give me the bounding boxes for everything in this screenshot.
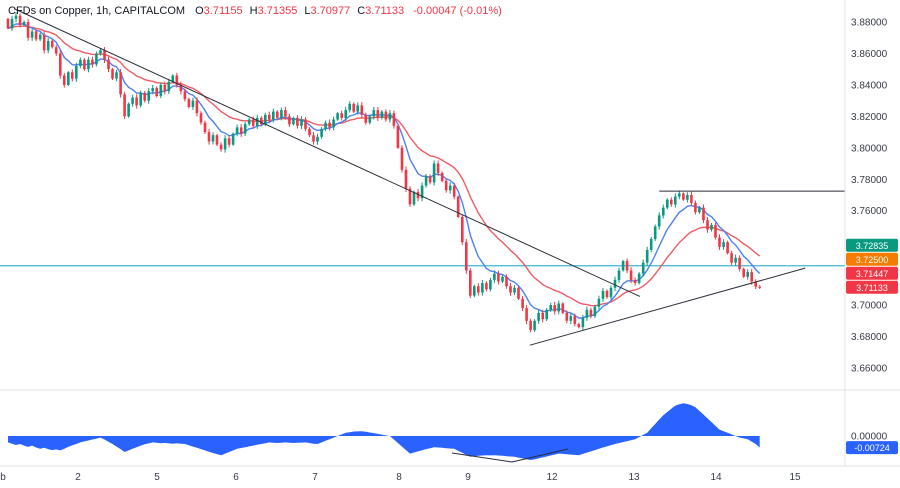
- oscillator-trendline[interactable]: [511, 448, 569, 463]
- price-axis-label: 3.76000: [851, 206, 888, 217]
- low-label: L: [304, 5, 311, 17]
- time-axis-label: 12: [546, 472, 558, 483]
- time-axis-label: 6: [233, 472, 239, 483]
- price-axis-label: 3.84000: [851, 80, 888, 91]
- descending-trendline[interactable]: [13, 8, 641, 297]
- price-change: -0.00047 (-0.01%): [413, 5, 502, 17]
- oscillator-trendline[interactable]: [451, 452, 513, 463]
- level-price-badge[interactable]: [846, 266, 898, 280]
- open-value: 3.71155: [203, 5, 243, 17]
- low-value: 3.70977: [310, 5, 351, 17]
- alert-price-badge[interactable]: [846, 252, 898, 266]
- level-price-badge-text: 3.71447: [856, 269, 889, 279]
- price-axis-label: 3.88000: [851, 18, 888, 29]
- indicator-value-badge-text: -0.00724: [854, 443, 890, 453]
- time-axis-label: 8: [396, 472, 402, 483]
- ascending-trendline[interactable]: [529, 267, 806, 346]
- open-label: O: [195, 5, 204, 17]
- time-axis-label: 7: [312, 472, 318, 483]
- close-value: 3.71133: [365, 5, 405, 17]
- close-label: C: [357, 5, 366, 17]
- price-axis-label: 3.86000: [851, 49, 888, 60]
- time-axis-label: 13: [628, 472, 640, 483]
- candlestick-series: [6, 12, 761, 333]
- time-axis-label: 14: [710, 472, 722, 483]
- price-axis-label: 3.70000: [851, 301, 888, 312]
- price-axis-label: 3.68000: [851, 332, 888, 343]
- indicator-zero-label: 0.00000: [851, 432, 888, 443]
- time-axis-label: b: [0, 472, 6, 483]
- high-label: H: [249, 5, 258, 17]
- price-axis-label: 3.82000: [851, 112, 888, 123]
- symbol-info-bar: CFDs on Copper, 1h, CAPITALCOM O3.71155 …: [8, 5, 502, 17]
- time-axis-label: 2: [75, 472, 81, 483]
- price-axis-label: 3.78000: [851, 175, 888, 186]
- ma-fast-line: [7, 22, 761, 319]
- price-axis-label: 3.66000: [851, 363, 888, 374]
- ohlc-high: H3.71355: [250, 5, 298, 17]
- ma-slow-line: [7, 25, 761, 307]
- oscillator-area: [8, 403, 760, 460]
- last-price-badge[interactable]: [846, 280, 898, 294]
- time-axis-label: 5: [154, 472, 160, 483]
- last-price-badge-text: 3.71133: [856, 283, 888, 293]
- ohlc-close: C3.71133: [357, 5, 404, 17]
- time-axis-label: 9: [465, 472, 471, 483]
- trendline-price-badge-text: 3.72835: [856, 241, 889, 251]
- ohlc-open: O3.71155: [195, 5, 243, 17]
- alert-price-badge-text: 3.72500: [856, 255, 889, 265]
- trendline-price-badge[interactable]: [846, 238, 898, 252]
- time-axis-label: 15: [789, 472, 801, 483]
- price-axis-label: 3.80000: [851, 143, 888, 154]
- time-axis[interactable]: [0, 466, 900, 488]
- symbol-title[interactable]: CFDs on Copper, 1h, CAPITALCOM: [8, 5, 186, 17]
- ohlc-low: L3.70977: [304, 5, 350, 17]
- high-value: 3.71355: [257, 5, 298, 17]
- indicator-value-badge[interactable]: [846, 441, 898, 455]
